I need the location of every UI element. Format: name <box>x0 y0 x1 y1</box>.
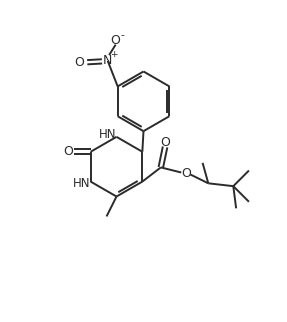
Text: O: O <box>63 145 73 158</box>
Text: HN: HN <box>98 128 116 141</box>
Text: +: + <box>110 50 118 59</box>
Text: HN: HN <box>73 177 90 190</box>
Text: O: O <box>181 167 191 180</box>
Text: -: - <box>121 30 125 40</box>
Text: O: O <box>74 56 84 69</box>
Text: O: O <box>161 136 170 148</box>
Text: O: O <box>111 34 121 47</box>
Text: N: N <box>103 54 113 67</box>
